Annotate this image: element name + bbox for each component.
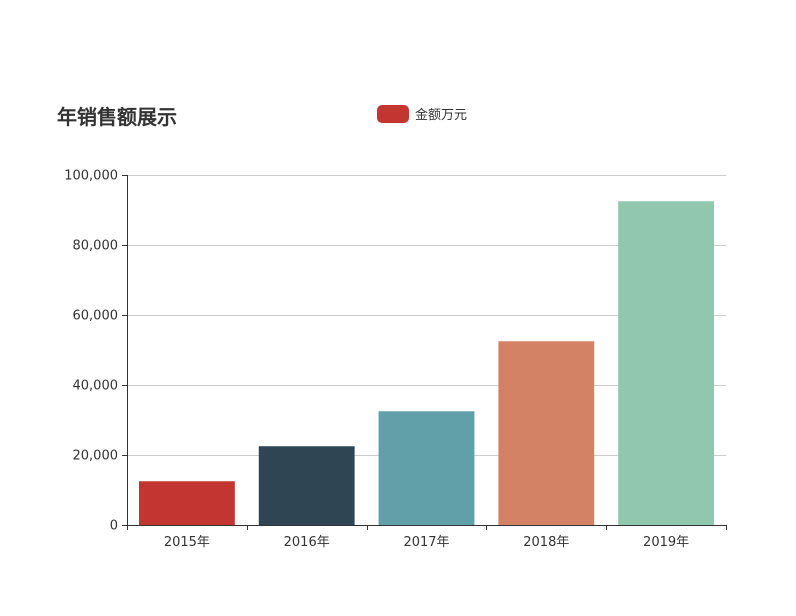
x-tick-label: 2018年 — [523, 535, 569, 550]
y-tick-label: 40,000 — [73, 379, 119, 394]
legend-swatch — [377, 104, 409, 123]
bar-3 — [378, 411, 475, 525]
bar-4 — [498, 341, 595, 525]
y-tick-label: 80,000 — [73, 239, 119, 254]
y-tick-label: 0 — [110, 519, 118, 534]
x-tick-label: 2019年 — [643, 535, 689, 550]
x-tick-label: 2017年 — [403, 535, 449, 550]
x-tick-label: 2016年 — [284, 535, 330, 550]
legend-label: 金额万元 — [415, 108, 468, 123]
legend[interactable]: 金额万元 — [377, 104, 467, 123]
x-tick-label: 2015年 — [164, 535, 210, 550]
chart-title: 年销售额展示 — [57, 105, 177, 129]
y-tick-label: 100,000 — [64, 169, 118, 184]
y-tick-label: 60,000 — [73, 309, 119, 324]
bar-2 — [258, 446, 355, 525]
y-tick-label: 20,000 — [73, 449, 119, 464]
bar-5 — [618, 201, 715, 525]
bar-1 — [138, 481, 235, 525]
